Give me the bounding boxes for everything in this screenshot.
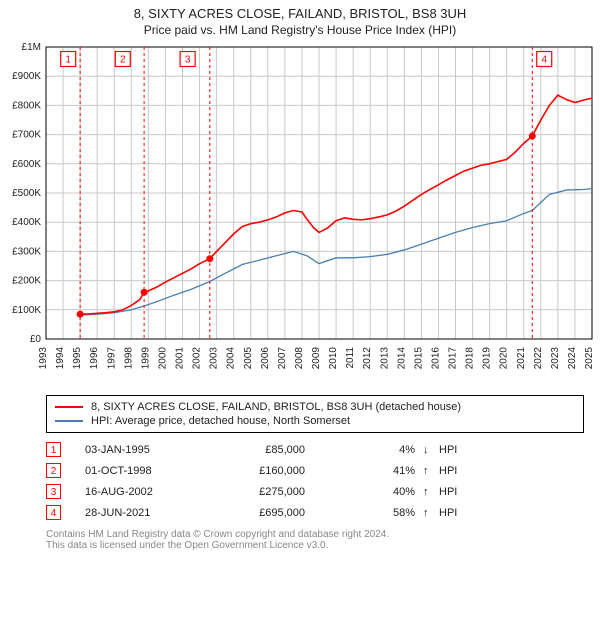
svg-text:£700K: £700K [12, 130, 41, 141]
svg-text:2012: 2012 [362, 347, 373, 370]
svg-text:£200K: £200K [12, 276, 41, 287]
marker-row-4: 4 28-JUN-2021 £695,000 58% ↑ HPI [46, 502, 584, 523]
svg-text:2017: 2017 [448, 347, 459, 370]
svg-text:2009: 2009 [311, 347, 322, 370]
marker-date-4: 28-JUN-2021 [85, 507, 205, 519]
marker-value-2: £160,000 [205, 465, 335, 477]
svg-text:1995: 1995 [72, 347, 83, 370]
svg-text:2024: 2024 [567, 347, 578, 370]
footer-line-2: This data is licensed under the Open Gov… [46, 540, 584, 551]
svg-text:£400K: £400K [12, 217, 41, 228]
marker-pct-2: 41% [335, 465, 423, 477]
legend: 8, SIXTY ACRES CLOSE, FAILAND, BRISTOL, … [46, 395, 584, 433]
svg-text:2003: 2003 [209, 347, 220, 370]
chart-svg: £0 £100K £200K £300K £400K £500K £600K £700K £80… [0, 39, 600, 389]
svg-text:2002: 2002 [192, 347, 203, 370]
svg-text:2008: 2008 [294, 347, 305, 370]
marker-badge-1: 1 [46, 442, 61, 457]
svg-text:2025: 2025 [584, 347, 595, 370]
marker-badge-3: 3 [46, 484, 61, 499]
svg-text:4: 4 [541, 55, 547, 66]
marker-arrow-3: ↑ [423, 486, 439, 498]
chart-subtitle: Price paid vs. HM Land Registry's House … [0, 23, 600, 37]
chart-title: 8, SIXTY ACRES CLOSE, FAILAND, BRISTOL, … [0, 6, 600, 21]
svg-text:£800K: £800K [12, 100, 41, 111]
svg-text:2019: 2019 [482, 347, 493, 370]
svg-text:2020: 2020 [499, 347, 510, 370]
footer-line-1: Contains HM Land Registry data © Crown c… [46, 529, 584, 540]
marker-value-4: £695,000 [205, 507, 335, 519]
title-block: 8, SIXTY ACRES CLOSE, FAILAND, BRISTOL, … [0, 0, 600, 39]
marker-arrow-2: ↑ [423, 465, 439, 477]
svg-text:2016: 2016 [430, 347, 441, 370]
svg-text:1994: 1994 [55, 347, 66, 370]
svg-text:2022: 2022 [533, 347, 544, 370]
legend-label-price: 8, SIXTY ACRES CLOSE, FAILAND, BRISTOL, … [91, 401, 461, 413]
legend-item-price: 8, SIXTY ACRES CLOSE, FAILAND, BRISTOL, … [55, 400, 575, 414]
legend-swatch-price [55, 406, 83, 408]
svg-text:2000: 2000 [157, 347, 168, 370]
footer: Contains HM Land Registry data © Crown c… [46, 529, 584, 551]
svg-text:£500K: £500K [12, 188, 41, 199]
marker-badge-2: 2 [46, 463, 61, 478]
marker-row-2: 2 01-OCT-1998 £160,000 41% ↑ HPI [46, 460, 584, 481]
svg-text:2021: 2021 [516, 347, 527, 370]
svg-text:£0: £0 [30, 334, 42, 345]
svg-text:2023: 2023 [550, 347, 561, 370]
svg-text:£100K: £100K [12, 305, 41, 316]
svg-text:2015: 2015 [413, 347, 424, 370]
svg-text:£1M: £1M [22, 42, 41, 53]
marker-hpi-3: HPI [439, 486, 457, 498]
svg-text:2010: 2010 [328, 347, 339, 370]
svg-text:2005: 2005 [243, 347, 254, 370]
chart-area: £0 £100K £200K £300K £400K £500K £600K £700K £80… [0, 39, 600, 389]
marker-pct-3: 40% [335, 486, 423, 498]
marker-value-1: £85,000 [205, 444, 335, 456]
svg-text:£900K: £900K [12, 71, 41, 82]
svg-text:1999: 1999 [140, 347, 151, 370]
marker-row-3: 3 16-AUG-2002 £275,000 40% ↑ HPI [46, 481, 584, 502]
svg-text:1: 1 [65, 55, 71, 66]
marker-date-1: 03-JAN-1995 [85, 444, 205, 456]
svg-text:2: 2 [120, 55, 126, 66]
svg-text:2011: 2011 [345, 347, 356, 369]
svg-text:2001: 2001 [175, 347, 186, 370]
svg-text:1997: 1997 [106, 347, 117, 370]
svg-text:£600K: £600K [12, 159, 41, 170]
svg-text:£300K: £300K [12, 246, 41, 257]
svg-text:1996: 1996 [89, 347, 100, 370]
marker-row-1: 1 03-JAN-1995 £85,000 4% ↓ HPI [46, 439, 584, 460]
markers-table: 1 03-JAN-1995 £85,000 4% ↓ HPI 2 01-OCT-… [46, 439, 584, 523]
marker-arrow-1: ↓ [423, 444, 439, 456]
legend-item-hpi: HPI: Average price, detached house, Nort… [55, 414, 575, 428]
marker-date-3: 16-AUG-2002 [85, 486, 205, 498]
marker-hpi-2: HPI [439, 465, 457, 477]
marker-pct-1: 4% [335, 444, 423, 456]
marker-date-2: 01-OCT-1998 [85, 465, 205, 477]
svg-text:3: 3 [185, 55, 191, 66]
marker-pct-4: 58% [335, 507, 423, 519]
svg-text:2007: 2007 [277, 347, 288, 370]
svg-text:2006: 2006 [260, 347, 271, 370]
marker-arrow-4: ↑ [423, 507, 439, 519]
marker-hpi-1: HPI [439, 444, 457, 456]
marker-hpi-4: HPI [439, 507, 457, 519]
marker-badge-4: 4 [46, 505, 61, 520]
svg-text:1993: 1993 [38, 347, 49, 370]
legend-label-hpi: HPI: Average price, detached house, Nort… [91, 415, 350, 427]
svg-text:2018: 2018 [465, 347, 476, 370]
svg-text:2013: 2013 [379, 347, 390, 370]
marker-value-3: £275,000 [205, 486, 335, 498]
svg-text:1998: 1998 [123, 347, 134, 370]
svg-text:2004: 2004 [226, 347, 237, 370]
svg-text:2014: 2014 [396, 347, 407, 370]
legend-swatch-hpi [55, 420, 83, 422]
